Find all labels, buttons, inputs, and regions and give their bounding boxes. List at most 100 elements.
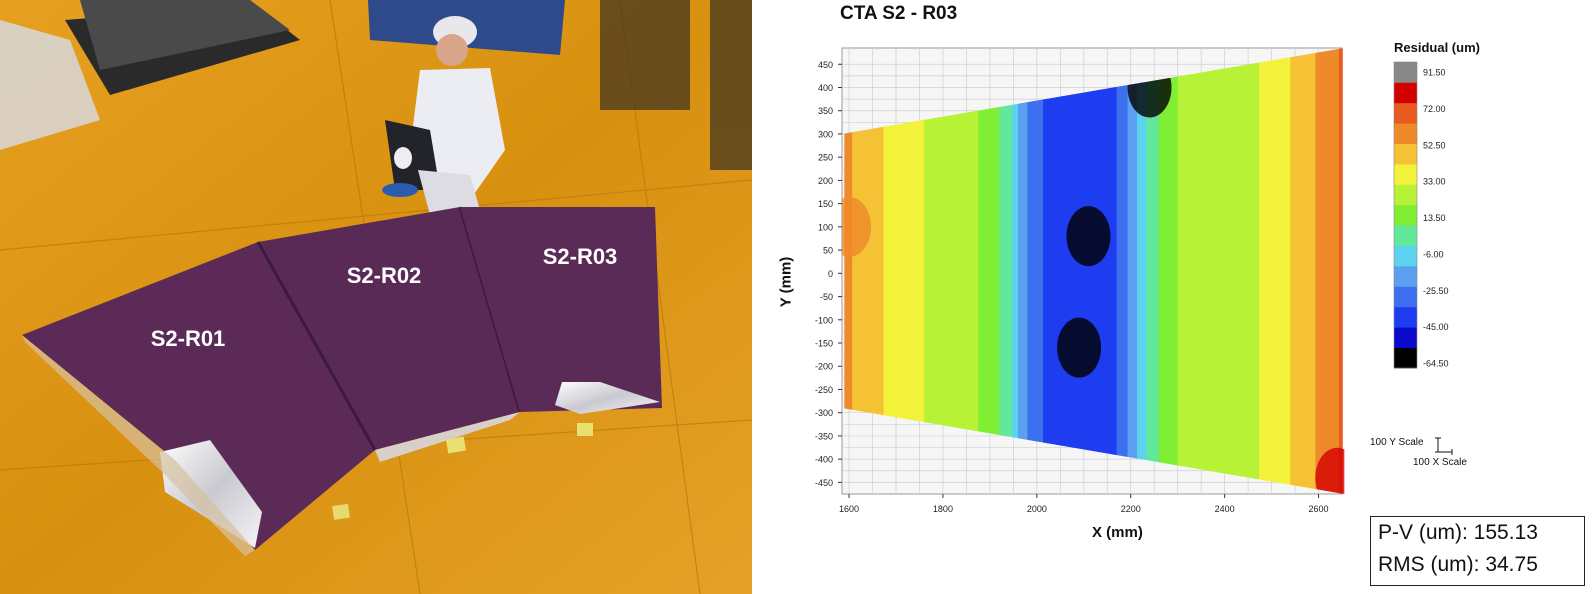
foil-sheet bbox=[0, 20, 100, 150]
y-tick-label: 100 bbox=[818, 222, 833, 232]
residual-band bbox=[1109, 48, 1113, 494]
residual-band bbox=[902, 48, 907, 494]
residual-band bbox=[978, 48, 983, 494]
dark-equipment-right bbox=[600, 0, 752, 170]
residual-band bbox=[1228, 48, 1235, 494]
residual-band bbox=[1124, 48, 1129, 494]
residual-band bbox=[1050, 48, 1058, 494]
colorbar-swatch bbox=[1394, 327, 1417, 348]
y-scale-label: 100 Y Scale bbox=[1370, 437, 1424, 448]
residual-band bbox=[914, 48, 921, 494]
residual-band bbox=[859, 48, 865, 494]
residual-band bbox=[844, 48, 850, 494]
y-tick-label: 400 bbox=[818, 83, 833, 93]
residual-band bbox=[1072, 48, 1080, 494]
residual-band bbox=[895, 48, 900, 494]
colorbar-swatch bbox=[1394, 62, 1417, 83]
colorbar-tick-label: 52.50 bbox=[1423, 140, 1446, 150]
residual-band bbox=[1155, 48, 1160, 494]
x-tick-label: 2000 bbox=[1027, 504, 1047, 514]
residual-band bbox=[919, 48, 925, 494]
residual-band bbox=[1193, 48, 1199, 494]
sticky-note bbox=[445, 436, 467, 454]
residual-band bbox=[1329, 48, 1334, 494]
residual-band bbox=[1039, 48, 1044, 494]
colorbar-swatch bbox=[1394, 82, 1417, 104]
residual-band bbox=[1171, 48, 1176, 494]
residual-band bbox=[1140, 48, 1145, 494]
residual-band bbox=[1197, 48, 1202, 494]
panel-label-s2-r02: S2-R02 bbox=[347, 263, 422, 288]
colorbar-swatch bbox=[1394, 143, 1417, 165]
residual-band bbox=[999, 48, 1004, 494]
residual-band bbox=[924, 48, 930, 494]
colorbar-swatch bbox=[1394, 286, 1417, 308]
y-tick-label: -100 bbox=[815, 315, 833, 325]
residual-band bbox=[1002, 48, 1007, 494]
colorbar-swatch bbox=[1394, 306, 1417, 328]
residual-band bbox=[1338, 48, 1343, 494]
residual-band bbox=[848, 48, 853, 494]
residual-band bbox=[1083, 48, 1089, 494]
rms-value: RMS (um): 34.75 bbox=[1378, 553, 1538, 576]
residual-band bbox=[1031, 48, 1037, 494]
sticky-note bbox=[332, 503, 350, 520]
residual-band bbox=[989, 48, 994, 494]
residual-band bbox=[1118, 48, 1123, 494]
residual-band bbox=[1259, 48, 1267, 494]
residual-band bbox=[1162, 48, 1166, 494]
colorbar-title: Residual (um) bbox=[1394, 40, 1480, 55]
residual-band bbox=[1061, 48, 1069, 494]
colorbar-swatch bbox=[1394, 123, 1417, 144]
residual-band bbox=[880, 48, 885, 494]
residual-band bbox=[955, 48, 962, 494]
y-tick-label: 350 bbox=[818, 106, 833, 116]
residual-band bbox=[1246, 48, 1254, 494]
residual-map-panel: CTA S2 - R03 Y (mm) X (mm) Residual (um)… bbox=[752, 0, 1592, 594]
residual-band bbox=[1021, 48, 1026, 494]
residual-band bbox=[1168, 48, 1173, 494]
residual-band bbox=[874, 48, 879, 494]
technician bbox=[382, 16, 505, 215]
y-tick-label: -200 bbox=[815, 362, 833, 372]
residual-band bbox=[1103, 48, 1109, 494]
residual-band bbox=[1265, 48, 1273, 494]
residual-band bbox=[889, 48, 894, 494]
y-tick-label: 300 bbox=[818, 129, 833, 139]
x-tick-label: 1600 bbox=[839, 504, 859, 514]
panel-label-s2-r01: S2-R01 bbox=[151, 326, 226, 351]
residual-band bbox=[1206, 48, 1213, 494]
residual-extremum bbox=[1315, 447, 1345, 494]
residual-band bbox=[905, 48, 911, 494]
residual-band bbox=[933, 48, 940, 494]
residual-band bbox=[1307, 48, 1313, 494]
residual-band bbox=[1087, 48, 1093, 494]
x-tick-label: 1800 bbox=[933, 504, 953, 514]
residual-band bbox=[1299, 48, 1305, 494]
residual-band bbox=[1018, 48, 1022, 494]
residual-band bbox=[1047, 48, 1052, 494]
residual-band bbox=[1326, 48, 1331, 494]
residual-band bbox=[1303, 48, 1309, 494]
x-axis-label: X (mm) bbox=[1092, 524, 1143, 541]
residual-band bbox=[1181, 48, 1187, 494]
sticky-note bbox=[577, 423, 593, 436]
residual-band bbox=[1332, 48, 1337, 494]
residual-band bbox=[1240, 48, 1248, 494]
y-tick-label: 50 bbox=[823, 246, 833, 256]
residual-band bbox=[1091, 48, 1097, 494]
residual-band bbox=[1234, 48, 1242, 494]
residual-band bbox=[1285, 48, 1292, 494]
colorbar-tick-label: 91.50 bbox=[1423, 68, 1446, 78]
colorbar-swatch bbox=[1394, 225, 1417, 246]
residual-band bbox=[1024, 48, 1029, 494]
residual-heatmap-chart: 450 400 350 300 250 200 150 100 50 0 -50 -100 -150 -2… bbox=[815, 47, 1453, 514]
residual-band bbox=[1027, 48, 1033, 494]
residual-band bbox=[1315, 48, 1321, 494]
y-tick-label: -400 bbox=[815, 455, 833, 465]
y-tick-label: 200 bbox=[818, 176, 833, 186]
pv-value: P-V (um): 155.13 bbox=[1378, 521, 1538, 544]
residual-band bbox=[996, 48, 1001, 494]
residual-band bbox=[985, 48, 991, 494]
y-tick-label: 250 bbox=[818, 153, 833, 163]
